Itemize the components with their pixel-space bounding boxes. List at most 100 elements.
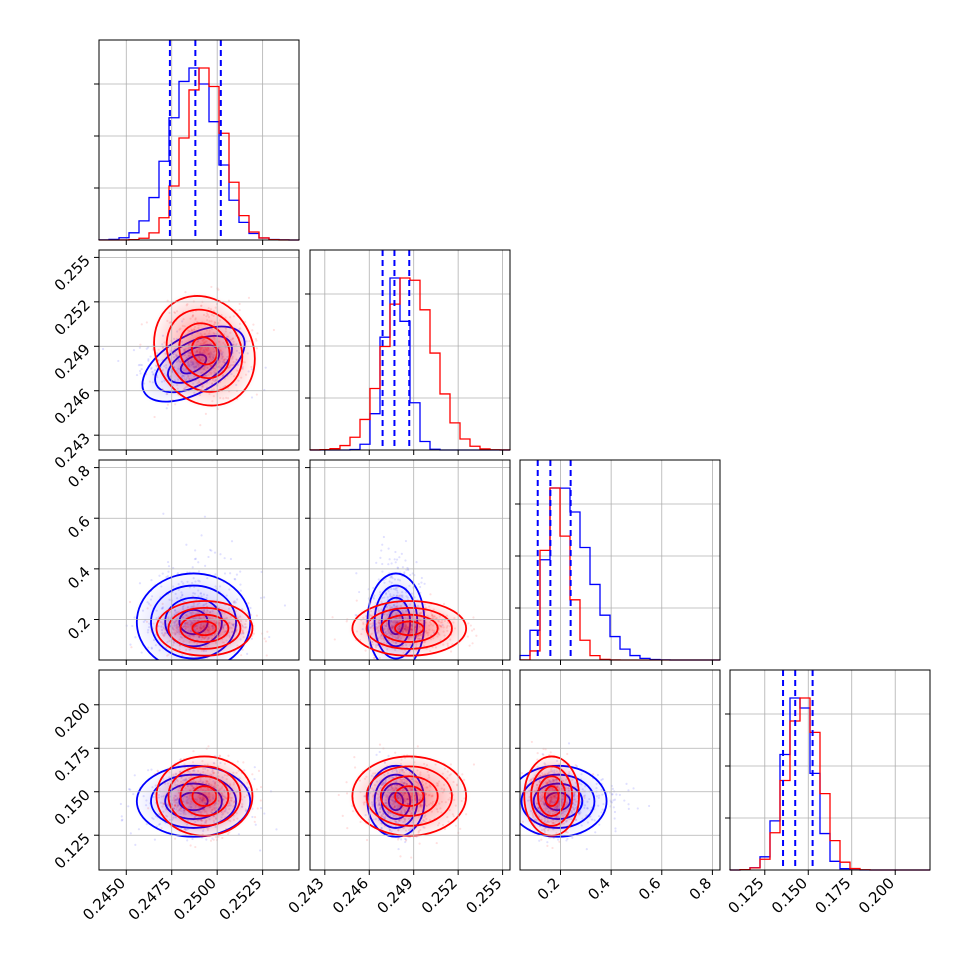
scatter-point <box>139 363 142 367</box>
y-tick-label: 0.249 <box>51 340 94 383</box>
scatter-point <box>259 849 262 852</box>
scatter-point <box>612 799 615 802</box>
panel-frame <box>98 459 300 661</box>
scatter-point <box>145 321 148 324</box>
scatter-point <box>255 614 259 617</box>
scatter-point <box>404 839 408 842</box>
y-tick-label: 0.2 <box>64 614 94 644</box>
scatter-point <box>247 602 250 605</box>
scatter-point <box>185 543 188 546</box>
scatter-point <box>190 661 192 663</box>
density-contour <box>351 600 468 657</box>
scatter-point <box>250 396 254 399</box>
scatter-point <box>252 323 255 326</box>
scatter-point <box>150 630 153 634</box>
scatter-point <box>585 848 588 851</box>
scatter-point <box>375 753 378 756</box>
scatter-point <box>418 842 421 845</box>
density-contour <box>351 755 468 837</box>
scatter-point <box>221 836 224 840</box>
scatter-point <box>375 561 378 564</box>
scatter-point <box>140 367 143 371</box>
scatter-point <box>627 803 630 806</box>
scatter-point <box>238 302 241 306</box>
scatter-point <box>239 570 242 573</box>
scatter-point <box>147 358 150 361</box>
density-fill <box>149 291 260 411</box>
scatter-point <box>345 792 349 795</box>
density-contour <box>179 775 230 817</box>
scatter-point <box>381 543 384 546</box>
scatter-point <box>129 832 132 835</box>
scatter-point <box>155 773 158 776</box>
scatter-point <box>150 768 153 771</box>
y-tick-label: 0.200 <box>51 699 94 742</box>
scatter-point <box>209 548 212 551</box>
scatter-point <box>565 839 568 842</box>
scatter-point <box>401 566 405 569</box>
scatter-point <box>227 754 230 757</box>
density-contour <box>394 785 425 807</box>
panel-frame <box>309 459 511 661</box>
scatter-point <box>166 560 170 564</box>
scatter-point <box>129 643 132 646</box>
scatter-point <box>365 838 369 842</box>
scatter-point <box>265 654 268 657</box>
panel-grid <box>560 460 713 660</box>
scatter-point <box>120 819 123 822</box>
scatter-point <box>162 512 165 515</box>
density-contour <box>191 620 218 637</box>
density-contour <box>155 755 254 837</box>
scatter-point <box>459 827 462 830</box>
scatter-point <box>611 793 614 796</box>
scatter-point <box>353 766 357 769</box>
scatter-point <box>582 795 586 798</box>
scatter-point <box>275 828 278 831</box>
scatter-point <box>153 838 157 841</box>
scatter-point <box>260 570 263 574</box>
scatter-point <box>263 596 266 599</box>
scatter-point <box>205 838 208 841</box>
scatter-point <box>381 562 384 566</box>
scatter-point <box>256 807 259 810</box>
scatter-point <box>449 650 453 653</box>
y-tick-label: 0.175 <box>51 742 94 785</box>
scatter-point <box>397 594 401 598</box>
density-contour <box>167 606 242 650</box>
scatter-point <box>331 616 334 619</box>
scatter-point <box>567 742 571 745</box>
scatter-point <box>337 793 340 797</box>
scatter-point <box>591 773 595 776</box>
scatter-point <box>200 534 203 537</box>
scatter-point <box>420 576 423 580</box>
scatter-point <box>212 838 215 841</box>
scatter-point <box>632 787 635 790</box>
scatter-point <box>147 769 150 772</box>
scatter-point <box>614 827 617 830</box>
scatter-point <box>229 572 232 575</box>
scatter-point <box>538 839 541 842</box>
scatter-point <box>167 653 170 656</box>
scatter-point <box>435 841 438 845</box>
scatter-point <box>382 535 385 539</box>
scatter-point <box>153 773 156 776</box>
scatter-point <box>379 556 382 559</box>
scatter-point <box>528 828 531 831</box>
scatter-point <box>574 764 577 767</box>
scatter-point <box>236 760 239 763</box>
scatter-point <box>398 556 401 559</box>
scatter-point <box>147 346 150 349</box>
scatter-point <box>145 620 149 623</box>
panel-grid <box>324 250 503 450</box>
scatter-point <box>247 296 251 299</box>
scatter-point <box>333 638 336 641</box>
scatter-point <box>394 751 397 754</box>
scatter-point <box>186 839 189 842</box>
density-contour <box>379 613 439 643</box>
scatter-point <box>407 568 410 571</box>
panel-grid <box>99 460 299 660</box>
density-contour <box>178 322 231 380</box>
scatter-point <box>625 782 628 785</box>
panel-2d <box>337 743 476 859</box>
scatter-point <box>540 838 543 841</box>
